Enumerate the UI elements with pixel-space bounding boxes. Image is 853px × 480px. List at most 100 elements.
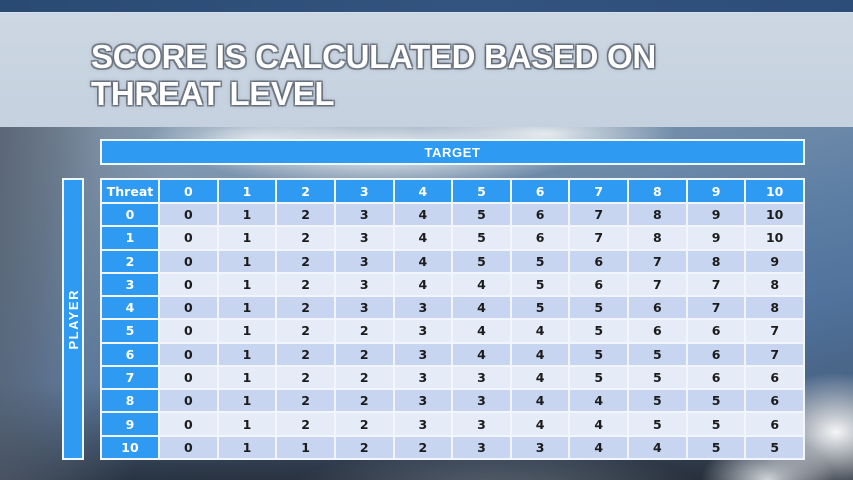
player-label: PLAYER bbox=[65, 288, 81, 350]
score-cell-r1-c4: 4 bbox=[394, 227, 452, 249]
player-group-header: PLAYER bbox=[62, 178, 84, 460]
score-cell-r5-c1: 1 bbox=[218, 320, 276, 342]
score-cell-r0-c7: 7 bbox=[570, 204, 628, 226]
row-header-8: 8 bbox=[102, 390, 158, 412]
row-header-4: 4 bbox=[102, 297, 158, 319]
score-cell-r2-c4: 4 bbox=[394, 250, 452, 272]
score-cell-r8-c0: 0 bbox=[160, 390, 217, 412]
score-cell-r8-c5: 3 bbox=[453, 390, 510, 412]
score-cell-r8-c8: 5 bbox=[629, 390, 686, 412]
column-header-7: 7 bbox=[570, 180, 628, 202]
score-cell-r3-c0: 0 bbox=[160, 273, 217, 296]
title-band: SCORE IS CALCULATED BASED ON THREAT LEVE… bbox=[0, 12, 853, 127]
score-cell-r5-c4: 3 bbox=[394, 320, 452, 342]
column-header-2: 2 bbox=[277, 180, 334, 202]
score-cell-r5-c3: 2 bbox=[335, 320, 393, 342]
score-cell-r6-c4: 3 bbox=[394, 343, 452, 365]
score-cell-r7-c7: 5 bbox=[570, 366, 628, 389]
column-header-1: 1 bbox=[218, 180, 276, 202]
score-cell-r8-c10: 6 bbox=[746, 390, 803, 412]
score-cell-r7-c9: 6 bbox=[687, 366, 745, 389]
row-header-3: 3 bbox=[102, 273, 158, 296]
score-cell-r0-c5: 5 bbox=[453, 204, 510, 226]
score-cell-r1-c8: 8 bbox=[629, 227, 686, 249]
score-cell-r9-c4: 3 bbox=[394, 413, 452, 435]
score-cell-r1-c9: 9 bbox=[687, 227, 745, 249]
score-cell-r6-c3: 2 bbox=[335, 343, 393, 365]
score-cell-r10-c9: 5 bbox=[687, 436, 745, 458]
score-cell-r7-c4: 3 bbox=[394, 366, 452, 389]
score-cell-r1-c2: 2 bbox=[277, 227, 334, 249]
row-header-0: 0 bbox=[102, 204, 158, 226]
score-cell-r8-c3: 2 bbox=[335, 390, 393, 412]
row-header-6: 6 bbox=[102, 343, 158, 365]
score-cell-r3-c1: 1 bbox=[218, 273, 276, 296]
score-cell-r0-c9: 9 bbox=[687, 204, 745, 226]
score-cell-r6-c2: 2 bbox=[277, 343, 334, 365]
score-cell-r4-c0: 0 bbox=[160, 297, 217, 319]
score-cell-r6-c0: 0 bbox=[160, 343, 217, 365]
score-cell-r3-c3: 3 bbox=[335, 273, 393, 296]
score-cell-r3-c4: 4 bbox=[394, 273, 452, 296]
score-cell-r1-c5: 5 bbox=[453, 227, 510, 249]
top-sky-strip bbox=[0, 0, 853, 12]
score-cell-r9-c10: 6 bbox=[746, 413, 803, 435]
score-cell-r4-c3: 3 bbox=[335, 297, 393, 319]
score-cell-r8-c1: 1 bbox=[218, 390, 276, 412]
row-header-2: 2 bbox=[102, 250, 158, 272]
score-cell-r0-c0: 0 bbox=[160, 204, 217, 226]
row-header-10: 10 bbox=[102, 436, 158, 458]
score-cell-r9-c1: 1 bbox=[218, 413, 276, 435]
score-cell-r6-c7: 5 bbox=[570, 343, 628, 365]
score-cell-r0-c1: 1 bbox=[218, 204, 276, 226]
score-cell-r1-c7: 7 bbox=[570, 227, 628, 249]
score-cell-r8-c4: 3 bbox=[394, 390, 452, 412]
score-cell-r10-c0: 0 bbox=[160, 436, 217, 458]
target-label: TARGET bbox=[424, 144, 481, 160]
score-cell-r10-c7: 4 bbox=[570, 436, 628, 458]
score-cell-r1-c1: 1 bbox=[218, 227, 276, 249]
score-cell-r10-c8: 4 bbox=[629, 436, 686, 458]
score-cell-r7-c3: 2 bbox=[335, 366, 393, 389]
score-cell-r6-c8: 5 bbox=[629, 343, 686, 365]
score-cell-r2-c3: 3 bbox=[335, 250, 393, 272]
score-cell-r4-c2: 2 bbox=[277, 297, 334, 319]
score-cell-r5-c8: 6 bbox=[629, 320, 686, 342]
threat-corner-cell: Threat bbox=[102, 180, 158, 202]
score-cell-r8-c6: 4 bbox=[511, 390, 569, 412]
score-cell-r10-c10: 5 bbox=[746, 436, 803, 458]
score-cell-r3-c2: 2 bbox=[277, 273, 334, 296]
score-cell-r7-c10: 6 bbox=[746, 366, 803, 389]
score-cell-r7-c1: 1 bbox=[218, 366, 276, 389]
column-header-5: 5 bbox=[453, 180, 510, 202]
column-header-4: 4 bbox=[394, 180, 452, 202]
row-header-5: 5 bbox=[102, 320, 158, 342]
score-cell-r6-c6: 4 bbox=[511, 343, 569, 365]
score-cell-r4-c5: 4 bbox=[453, 297, 510, 319]
score-cell-r0-c3: 3 bbox=[335, 204, 393, 226]
score-cell-r0-c2: 2 bbox=[277, 204, 334, 226]
score-cell-r7-c2: 2 bbox=[277, 366, 334, 389]
score-cell-r3-c10: 8 bbox=[746, 273, 803, 296]
score-cell-r5-c5: 4 bbox=[453, 320, 510, 342]
score-cell-r9-c5: 3 bbox=[453, 413, 510, 435]
score-cell-r2-c10: 9 bbox=[746, 250, 803, 272]
column-header-9: 9 bbox=[687, 180, 745, 202]
score-cell-r5-c9: 6 bbox=[687, 320, 745, 342]
score-cell-r0-c8: 8 bbox=[629, 204, 686, 226]
row-header-7: 7 bbox=[102, 366, 158, 389]
score-cell-r8-c9: 5 bbox=[687, 390, 745, 412]
score-cell-r7-c0: 0 bbox=[160, 366, 217, 389]
score-cell-r7-c6: 4 bbox=[511, 366, 569, 389]
row-header-1: 1 bbox=[102, 227, 158, 249]
score-cell-r10-c3: 2 bbox=[335, 436, 393, 458]
score-cell-r1-c10: 10 bbox=[746, 227, 803, 249]
score-cell-r3-c6: 5 bbox=[511, 273, 569, 296]
score-cell-r4-c10: 8 bbox=[746, 297, 803, 319]
score-cell-r2-c7: 6 bbox=[570, 250, 628, 272]
score-cell-r6-c5: 4 bbox=[453, 343, 510, 365]
score-cell-r3-c7: 6 bbox=[570, 273, 628, 296]
column-header-10: 10 bbox=[746, 180, 803, 202]
score-cell-r1-c3: 3 bbox=[335, 227, 393, 249]
